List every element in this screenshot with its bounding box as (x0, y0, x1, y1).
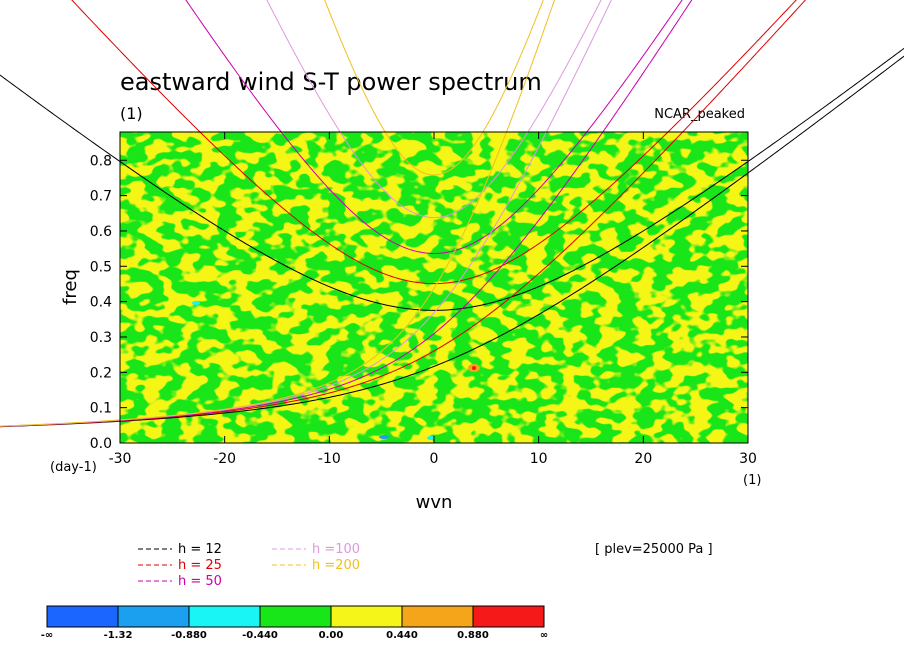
legend-entry-label: h =100 (312, 542, 360, 557)
y-tick-label: 0.2 (90, 365, 112, 381)
colorbar-tick-label: -∞ (41, 630, 53, 641)
y-tick-label: 0.1 (90, 401, 112, 417)
colorbar-swatch (401, 605, 474, 628)
y-axis-label: freq (60, 269, 81, 305)
colorbar-swatch (259, 605, 332, 628)
y-tick-label: 0.4 (90, 295, 112, 311)
x-axis-unit: (1) (743, 473, 761, 488)
legend-entry-label: h = 25 (178, 558, 222, 573)
y-tick-label: 0.6 (90, 224, 112, 240)
dispersion-curve-gravity (0, 47, 904, 311)
chart-subtitle-left: (1) (120, 104, 143, 123)
colorbar-swatch (472, 605, 545, 628)
y-tick-label: 0.0 (90, 436, 112, 452)
y-axis-unit: (day-1) (50, 460, 97, 475)
dispersion-curve-gravity (71, 0, 797, 285)
heatmap-cyan-spot (192, 301, 200, 305)
y-axis: 0.0 0.1 0.2 0.3 0.4 0.5 0.6 0.7 0.8 (90, 153, 748, 452)
dispersion-curves (0, 0, 904, 428)
legend-entry-label: h = 50 (178, 574, 222, 589)
colorbar-tick-label: -1.32 (104, 630, 133, 641)
colorbar-tick-label: 0.880 (457, 630, 489, 641)
x-tick-label: 0 (430, 451, 439, 467)
y-tick-label: 0.8 (90, 153, 112, 169)
x-tick-label: 20 (634, 451, 652, 467)
y-tick-label: 0.7 (90, 189, 112, 205)
heatmap-cyan-spot (427, 436, 435, 440)
colorbar-tick-label: ∞ (540, 630, 548, 641)
colorbar-swatch (188, 605, 261, 628)
plev-annotation: [ plev=25000 Pa ] (595, 542, 713, 557)
y-tick-label: 0.3 (90, 330, 112, 346)
colorbar-tick-label: 0.440 (386, 630, 418, 641)
colorbar-tick-label: 0.00 (319, 630, 344, 641)
dispersion-curve-gravity (185, 0, 683, 254)
x-tick-label: -20 (213, 451, 236, 467)
colorbar: -∞ -1.32 -0.880 -0.440 0.00 0.440 0.880 ∞ (41, 605, 548, 641)
heatmap-blue-spot (379, 435, 389, 439)
x-tick-label: -10 (318, 451, 341, 467)
colorbar-swatch (330, 605, 403, 628)
legend-entry-label: h = 12 (178, 542, 222, 557)
heatmap-red-spot (472, 366, 476, 370)
x-tick-label: 30 (739, 451, 757, 467)
x-axis: -30 -20 -10 0 10 20 30 (109, 132, 757, 467)
colorbar-swatch (117, 605, 190, 628)
legend-entry-label: h =200 (312, 558, 360, 573)
dispersion-curve-gravity (266, 0, 602, 219)
x-tick-label: -30 (109, 451, 132, 467)
dispersion-curve-eig (0, 0, 556, 427)
y-tick-label: 0.5 (90, 259, 112, 275)
chart-title: eastward wind S-T power spectrum (120, 68, 542, 96)
colorbar-swatch (46, 605, 119, 628)
x-axis-label: wvn (416, 492, 453, 513)
dispersion-curve-gravity (324, 0, 544, 176)
colorbar-tick-label: -0.440 (242, 630, 278, 641)
x-tick-label: 10 (530, 451, 548, 467)
colorbar-tick-label: -0.880 (171, 630, 207, 641)
